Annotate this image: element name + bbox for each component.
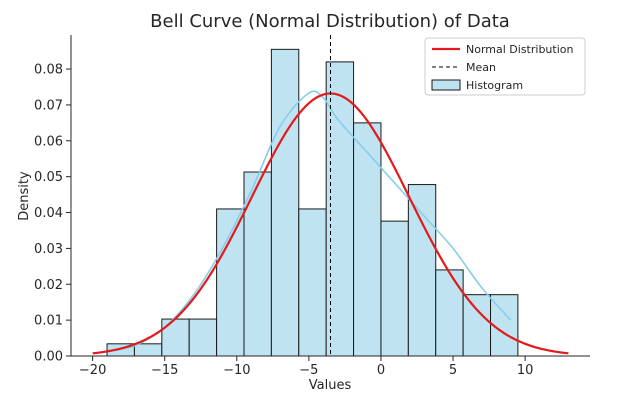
histogram-bar xyxy=(270,48,300,357)
histogram-layer xyxy=(106,48,519,357)
x-tick-label: 5 xyxy=(449,363,457,378)
x-ticks: −20 −15 −10 −5 0 5 10 xyxy=(79,356,533,378)
axes xyxy=(70,35,590,357)
y-tick-label: 0.05 xyxy=(34,170,63,185)
histogram-bar xyxy=(243,171,272,357)
legend-box xyxy=(424,37,586,96)
x-tick-label: −5 xyxy=(299,363,318,378)
y-tick-label: 0.01 xyxy=(34,314,63,329)
histogram-bar xyxy=(380,220,409,357)
y-ticks: 0.00 0.01 0.02 0.03 0.04 0.05 0.06 0.07 0.08 xyxy=(34,63,71,365)
histogram-bar xyxy=(133,343,163,357)
histogram-bar xyxy=(216,208,245,357)
x-tick-label: 0 xyxy=(377,363,385,378)
legend-histogram-label: Histogram xyxy=(466,79,523,92)
histogram-bar xyxy=(435,269,464,357)
histogram-bar xyxy=(188,318,218,357)
histogram-bar xyxy=(161,318,190,357)
x-tick-label: 10 xyxy=(517,363,534,378)
histogram-bar xyxy=(462,294,492,357)
x-tick-label: −20 xyxy=(79,363,106,378)
histogram-bar xyxy=(298,208,327,357)
y-tick-label: 0.04 xyxy=(34,206,63,221)
legend-normal-label: Normal Distribution xyxy=(466,43,573,56)
y-tick-label: 0.02 xyxy=(34,278,63,293)
y-tick-label: 0.08 xyxy=(34,63,63,78)
y-axis-label: Density xyxy=(17,171,32,221)
legend-histogram-swatch xyxy=(431,79,461,91)
x-tick-label: −10 xyxy=(223,363,250,378)
chart-title: Bell Curve (Normal Distribution) of Data xyxy=(150,11,510,32)
y-tick-label: 0.00 xyxy=(34,350,63,365)
histogram-bar xyxy=(407,184,437,357)
kde-curve xyxy=(106,90,512,353)
y-tick-label: 0.03 xyxy=(34,242,63,257)
x-tick-label: −15 xyxy=(151,363,178,378)
y-tick-label: 0.06 xyxy=(34,134,63,149)
y-tick-label: 0.07 xyxy=(34,98,63,113)
legend: Normal Distribution Mean Histogram xyxy=(424,37,586,96)
kde-layer xyxy=(106,90,512,353)
histogram-bar xyxy=(325,61,355,357)
x-axis-label: Values xyxy=(309,378,352,393)
legend-mean-label: Mean xyxy=(466,61,496,74)
histogram-bar xyxy=(353,122,382,357)
